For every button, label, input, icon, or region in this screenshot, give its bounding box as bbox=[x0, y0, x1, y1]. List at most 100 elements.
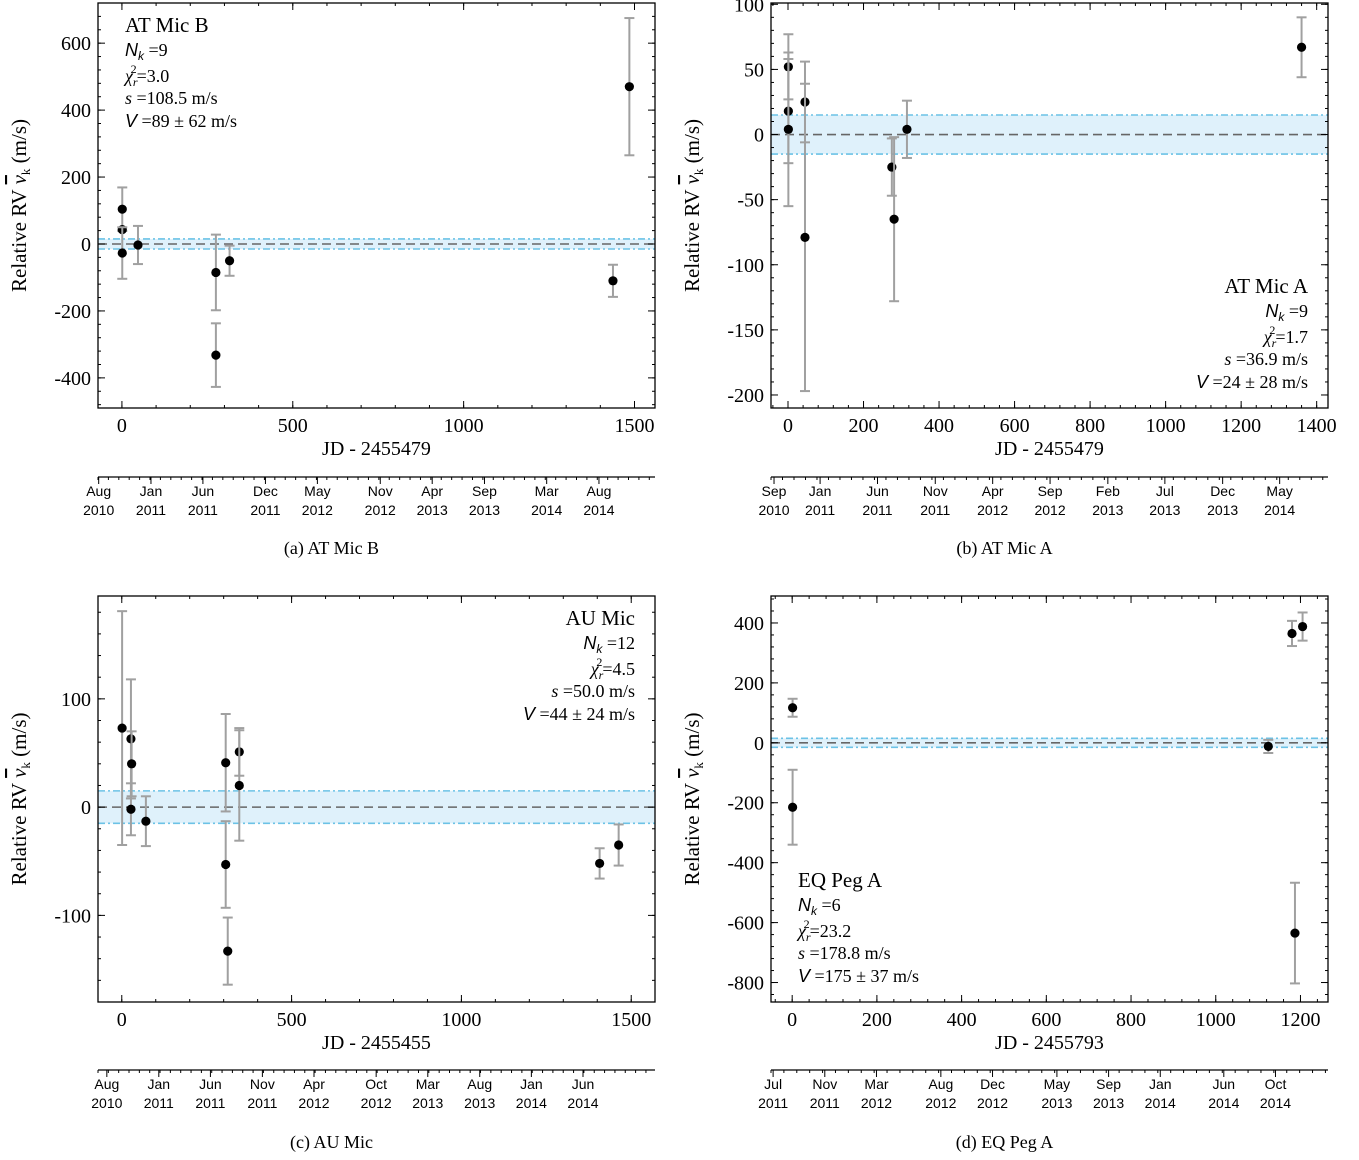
panel-caption: (c) AU Mic bbox=[290, 1132, 373, 1153]
data-point bbox=[783, 51, 794, 208]
date-tick-month: Apr bbox=[982, 483, 1004, 499]
date-tick-year: 2013 bbox=[1149, 502, 1180, 518]
x-tick-label: 600 bbox=[1031, 1009, 1061, 1031]
point-marker bbox=[1287, 628, 1297, 639]
date-tick-month: Nov bbox=[250, 1076, 275, 1092]
annotation-nk: Nk =6 bbox=[798, 895, 841, 918]
date-tick-month: Sep bbox=[1038, 483, 1063, 499]
x-tick-label: 1200 bbox=[1221, 415, 1261, 437]
data-point bbox=[117, 186, 128, 232]
date-tick-year: 2013 bbox=[469, 502, 500, 518]
data-point bbox=[224, 244, 235, 277]
annotation-chi2: χr2=23.2 bbox=[796, 917, 851, 944]
x-tick-label: 1500 bbox=[611, 1009, 651, 1031]
data-point bbox=[1286, 619, 1297, 648]
date-tick-year: 2013 bbox=[1092, 502, 1123, 518]
date-tick-year: 2014 bbox=[1145, 1095, 1176, 1111]
date-tick-month: Jan bbox=[148, 1076, 171, 1092]
y-tick-label: -400 bbox=[727, 853, 764, 875]
date-tick-month: Nov bbox=[923, 483, 948, 499]
date-tick-year: 2010 bbox=[83, 502, 114, 518]
y-tick-label: -150 bbox=[727, 320, 764, 342]
date-tick-month: Mar bbox=[864, 1076, 888, 1092]
point-marker bbox=[788, 703, 798, 713]
date-tick-month: Oct bbox=[1265, 1076, 1287, 1092]
data-point bbox=[1297, 611, 1308, 642]
point-marker bbox=[117, 204, 127, 214]
date-tick-month: Aug bbox=[86, 483, 111, 499]
point-marker bbox=[1290, 928, 1300, 938]
data-point bbox=[210, 322, 221, 388]
panel-caption: (d) EQ Peg A bbox=[956, 1132, 1054, 1153]
date-tick-month: Sep bbox=[1096, 1076, 1121, 1092]
date-tick-year: 2012 bbox=[1034, 502, 1065, 518]
annotation-s: s =178.8 m/s bbox=[798, 943, 891, 963]
date-tick-year: 2014 bbox=[583, 502, 614, 518]
date-axis: Jul 2011 Nov 2011 Mar 2012 Aug 2012 Dec 2012 May 20… bbox=[758, 1069, 1328, 1111]
y-axis-label: Relative RV vk (m/s) bbox=[7, 712, 33, 885]
y-tick-label: -200 bbox=[727, 385, 764, 407]
annotation-v: V =89 ± 62 m/s bbox=[125, 111, 237, 131]
x-tick-label: 1000 bbox=[441, 1009, 481, 1031]
data-point bbox=[140, 795, 151, 848]
annotation-nk: Nk =12 bbox=[583, 633, 635, 656]
point-marker bbox=[211, 350, 221, 360]
annotation-v: V =175 ± 37 m/s bbox=[798, 966, 919, 986]
data-point bbox=[234, 729, 245, 842]
data-point bbox=[613, 823, 624, 867]
plot-frame bbox=[770, 2, 1329, 409]
data-point bbox=[607, 263, 618, 298]
y-tick-label: 0 bbox=[81, 234, 91, 256]
date-tick-year: 2012 bbox=[298, 1095, 329, 1111]
point-marker bbox=[608, 276, 618, 286]
x-axis-label: JD - 2455455 bbox=[322, 1032, 431, 1054]
date-tick-year: 2012 bbox=[925, 1095, 956, 1111]
date-axis: Aug 2010 Jan 2011 Jun 2011 Nov 2011 Apr 2012 Oct 20… bbox=[91, 1069, 655, 1111]
plot-frame bbox=[97, 2, 656, 409]
date-tick-year: 2011 bbox=[805, 502, 835, 518]
y-tick-label: -100 bbox=[54, 905, 91, 927]
x-tick-label: 1000 bbox=[444, 415, 484, 437]
date-tick-month: Jun bbox=[1213, 1076, 1236, 1092]
data-point bbox=[787, 697, 798, 718]
x-tick-label: 600 bbox=[1000, 415, 1030, 437]
annotation-v: V =24 ± 28 m/s bbox=[1196, 372, 1308, 392]
x-tick-label: 0 bbox=[117, 415, 127, 437]
date-tick-month: Jan bbox=[520, 1076, 543, 1092]
point-marker bbox=[800, 232, 810, 243]
y-tick-label: 0 bbox=[754, 733, 764, 755]
point-marker bbox=[126, 804, 136, 814]
date-tick-year: 2011 bbox=[810, 1095, 840, 1111]
data-point bbox=[126, 730, 137, 798]
annotation-s: s =36.9 m/s bbox=[1224, 349, 1308, 369]
data-point bbox=[210, 233, 221, 312]
x-axis-label: JD - 2455479 bbox=[995, 438, 1104, 460]
date-tick-month: Jun bbox=[199, 1076, 222, 1092]
date-tick-month: Jun bbox=[572, 1076, 595, 1092]
date-tick-month: Aug bbox=[586, 483, 611, 499]
data-point bbox=[1296, 16, 1307, 79]
x-tick-label: 1000 bbox=[1146, 415, 1186, 437]
date-tick-year: 2012 bbox=[302, 502, 333, 518]
date-tick-year: 2013 bbox=[1041, 1095, 1072, 1111]
x-tick-label: 0 bbox=[117, 1009, 127, 1031]
point-marker bbox=[614, 840, 624, 850]
annotation-title: AU Mic bbox=[566, 606, 635, 630]
y-tick-label: -50 bbox=[737, 190, 764, 212]
date-tick-year: 2011 bbox=[920, 502, 950, 518]
point-marker bbox=[595, 858, 605, 869]
data-point bbox=[220, 820, 231, 909]
y-tick-label: -200 bbox=[54, 301, 91, 323]
data-point bbox=[220, 713, 231, 813]
x-tick-label: 1000 bbox=[1196, 1009, 1236, 1031]
y-tick-label: 50 bbox=[744, 59, 764, 81]
date-tick-year: 2014 bbox=[531, 502, 562, 518]
x-tick-label: 200 bbox=[849, 415, 879, 437]
annotation-title: EQ Peg A bbox=[798, 868, 883, 892]
y-tick-label: -400 bbox=[54, 368, 91, 390]
date-tick-year: 2011 bbox=[758, 1095, 788, 1111]
date-tick-month: Dec bbox=[1210, 483, 1235, 499]
point-marker bbox=[902, 124, 912, 134]
point-marker bbox=[211, 267, 221, 278]
